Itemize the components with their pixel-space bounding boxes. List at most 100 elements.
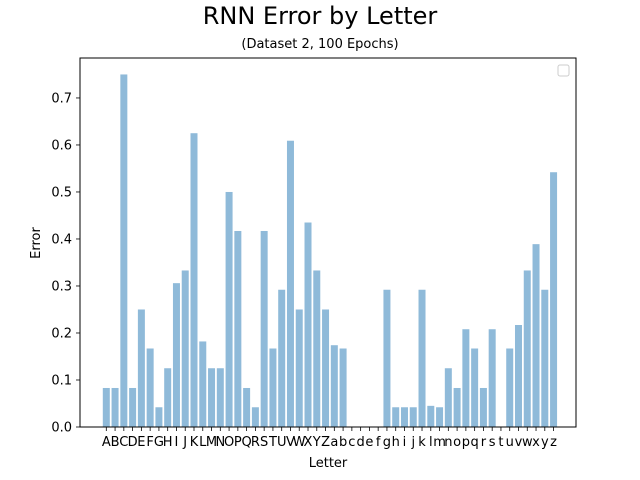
x-tick-label: u	[506, 435, 514, 450]
bar-L	[199, 341, 207, 427]
x-tick-label: w	[522, 435, 533, 450]
x-tick-label: c	[348, 435, 355, 450]
x-tick-label: O	[224, 435, 234, 450]
x-tick-label: Y	[312, 435, 321, 450]
bar-I	[172, 283, 180, 427]
bar-N	[216, 368, 224, 427]
x-tick-label: f	[376, 435, 381, 450]
bar-b	[339, 348, 347, 427]
x-tick-label: q	[471, 435, 479, 450]
y-tick-label: 0.1	[51, 373, 72, 388]
bar-z	[550, 172, 558, 427]
x-tick-label: m	[433, 435, 446, 450]
x-tick-label: A	[102, 435, 111, 450]
bar-j	[409, 407, 417, 427]
chart-subtitle: (Dataset 2, 100 Epochs)	[241, 37, 398, 52]
y-tick-label: 0.7	[51, 91, 72, 106]
x-tick-label: I	[175, 435, 179, 450]
bar-A	[102, 387, 110, 427]
x-tick-label: B	[111, 435, 120, 450]
bar-Q	[243, 387, 251, 427]
bar-H	[164, 368, 172, 427]
bar-r	[479, 387, 487, 427]
bar-J	[181, 270, 189, 427]
bar-S	[260, 230, 268, 427]
x-tick-label: F	[146, 435, 153, 450]
bar-o	[453, 387, 461, 427]
x-tick-label: S	[260, 435, 268, 450]
y-axis-label: Error	[29, 227, 44, 259]
x-tick-label: R	[251, 435, 260, 450]
x-tick-label: v	[515, 435, 523, 450]
y-tick-label: 0.0	[51, 421, 72, 436]
y-tick-label: 0.4	[51, 232, 72, 247]
x-tick-label: l	[429, 435, 433, 450]
x-tick-label: p	[462, 435, 470, 450]
y-tick-label: 0.6	[51, 138, 72, 153]
x-tick-label: T	[268, 435, 277, 450]
x-tick-label: k	[418, 435, 426, 450]
bar-K	[190, 133, 198, 427]
x-tick-label: r	[481, 435, 487, 450]
bar-g	[383, 289, 391, 427]
bar-P	[234, 230, 242, 427]
bar-p	[462, 329, 470, 427]
bar-l	[427, 405, 435, 427]
bar-F	[146, 348, 154, 427]
x-tick-label: a	[330, 435, 338, 450]
x-tick-label: o	[453, 435, 461, 450]
x-tick-label: s	[489, 435, 496, 450]
x-tick-label: d	[356, 435, 364, 450]
x-tick-label: Z	[321, 435, 330, 450]
bar-W	[295, 309, 303, 427]
y-tick-label: 0.2	[51, 326, 72, 341]
bar-y	[541, 289, 549, 427]
bar-Z	[322, 309, 330, 427]
bar-D	[129, 387, 137, 427]
legend-box	[557, 64, 570, 77]
bar-x	[532, 244, 540, 427]
x-tick-label: g	[383, 435, 391, 450]
bar-M	[208, 368, 216, 427]
x-tick-label: N	[215, 435, 225, 450]
bar-a	[330, 345, 338, 427]
bar-q	[471, 348, 479, 427]
bar-R	[251, 407, 259, 427]
bar-C	[120, 74, 128, 427]
x-tick-label: X	[304, 435, 313, 450]
x-axis-label: Letter	[309, 456, 348, 471]
bar-V	[286, 140, 294, 428]
bars-group	[102, 74, 558, 428]
x-tick-label: Q	[242, 435, 252, 450]
bar-Y	[313, 270, 321, 427]
bar-T	[269, 348, 277, 427]
x-tick-label: n	[444, 435, 452, 450]
chart-title: RNN Error by Letter	[203, 2, 438, 30]
bar-X	[304, 222, 312, 427]
bar-w	[523, 270, 531, 427]
bar-U	[278, 289, 286, 427]
x-tick-label: x	[532, 435, 540, 450]
bar-n	[444, 368, 452, 427]
x-tick-label: j	[410, 435, 415, 450]
x-tick-label: U	[277, 435, 287, 450]
x-tick-label: i	[403, 435, 407, 450]
x-tick-label: h	[392, 435, 400, 450]
bar-k	[418, 289, 426, 427]
x-tick-label: D	[128, 435, 138, 450]
x-tick-label: L	[199, 435, 207, 450]
plot-area-frame	[79, 57, 577, 428]
bar-s	[488, 329, 496, 427]
x-tick-label: K	[190, 435, 199, 450]
bar-v	[514, 325, 522, 427]
bar-u	[506, 348, 514, 427]
x-tick-label: b	[339, 435, 347, 450]
x-tick-label: P	[234, 435, 242, 450]
y-tick-label: 0.3	[51, 279, 72, 294]
bar-h	[392, 407, 400, 427]
bar-E	[137, 309, 145, 427]
x-tick-label: E	[137, 435, 145, 450]
bar-i	[400, 407, 408, 427]
